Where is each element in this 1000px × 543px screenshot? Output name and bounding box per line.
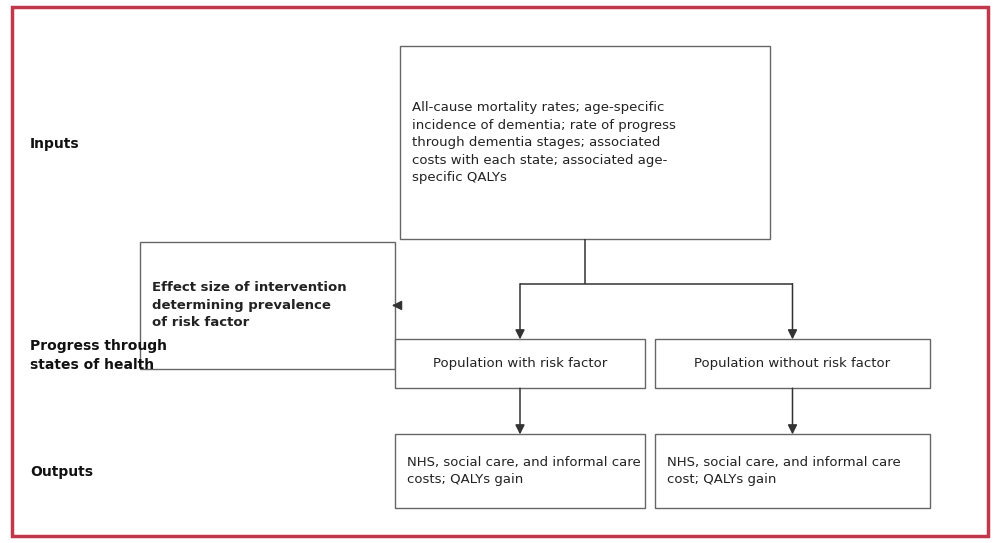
- Text: Progress through
states of health: Progress through states of health: [30, 339, 167, 372]
- Text: Population with risk factor: Population with risk factor: [433, 357, 607, 370]
- Text: All-cause mortality rates; age-specific
incidence of dementia; rate of progress
: All-cause mortality rates; age-specific …: [412, 101, 676, 184]
- Bar: [655, 339, 930, 388]
- Text: NHS, social care, and informal care
costs; QALYs gain: NHS, social care, and informal care cost…: [407, 456, 641, 487]
- Bar: [140, 242, 395, 369]
- Bar: [395, 339, 645, 388]
- Text: NHS, social care, and informal care
cost; QALYs gain: NHS, social care, and informal care cost…: [667, 456, 901, 487]
- Text: Effect size of intervention
determining prevalence
of risk factor: Effect size of intervention determining …: [152, 281, 347, 330]
- Bar: [400, 46, 770, 239]
- Bar: [395, 434, 645, 508]
- Bar: [655, 434, 930, 508]
- Text: Population without risk factor: Population without risk factor: [694, 357, 891, 370]
- Text: Inputs: Inputs: [30, 137, 80, 151]
- Text: Outputs: Outputs: [30, 465, 93, 479]
